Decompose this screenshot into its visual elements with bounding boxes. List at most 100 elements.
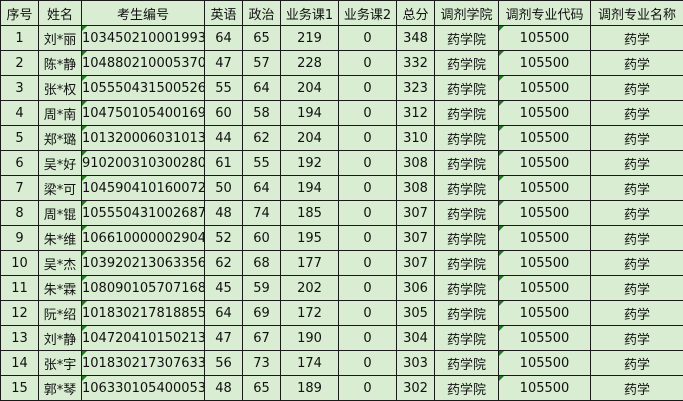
- header-politics[interactable]: 政治: [242, 0, 281, 26]
- cell-major-code[interactable]: 105500: [498, 250, 591, 276]
- cell-major-name[interactable]: 药学: [590, 125, 683, 151]
- cell-total[interactable]: 348: [396, 25, 435, 51]
- cell-subject1[interactable]: 219: [280, 25, 339, 51]
- cell-candidate-id[interactable]: 104590410160072: [81, 175, 205, 201]
- cell-major-code[interactable]: 105500: [498, 75, 591, 101]
- cell-english[interactable]: 48: [204, 200, 243, 226]
- cell-major-name[interactable]: 药学: [590, 250, 683, 276]
- cell-major-name[interactable]: 药学: [590, 225, 683, 251]
- cell-major-name[interactable]: 药学: [590, 50, 683, 76]
- cell-subject2[interactable]: 0: [338, 100, 397, 126]
- cell-candidate-id[interactable]: 105550431500526: [81, 75, 205, 101]
- cell-candidate-id[interactable]: 104750105400169: [81, 100, 205, 126]
- cell-index[interactable]: 5: [0, 125, 39, 151]
- cell-english[interactable]: 52: [204, 225, 243, 251]
- cell-subject1[interactable]: 204: [280, 75, 339, 101]
- cell-college[interactable]: 药学院: [434, 325, 499, 351]
- cell-index[interactable]: 12: [0, 300, 39, 326]
- cell-total[interactable]: 305: [396, 300, 435, 326]
- cell-major-code[interactable]: 105500: [498, 325, 591, 351]
- cell-subject1[interactable]: 195: [280, 225, 339, 251]
- cell-english[interactable]: 64: [204, 300, 243, 326]
- cell-name[interactable]: 张*权: [38, 75, 82, 101]
- cell-candidate-id[interactable]: 103920213063356: [81, 250, 205, 276]
- cell-english[interactable]: 48: [204, 375, 243, 401]
- cell-subject2[interactable]: 0: [338, 350, 397, 376]
- cell-major-code[interactable]: 105500: [498, 350, 591, 376]
- cell-total[interactable]: 307: [396, 200, 435, 226]
- cell-candidate-id[interactable]: 910200310300280: [81, 150, 205, 176]
- cell-major-code[interactable]: 105500: [498, 375, 591, 401]
- cell-subject1[interactable]: 190: [280, 325, 339, 351]
- cell-name[interactable]: 朱*霖: [38, 275, 82, 301]
- cell-major-name[interactable]: 药学: [590, 75, 683, 101]
- cell-candidate-id[interactable]: 101830217818855: [81, 300, 205, 326]
- cell-major-code[interactable]: 105500: [498, 300, 591, 326]
- cell-politics[interactable]: 62: [242, 125, 281, 151]
- cell-subject2[interactable]: 0: [338, 75, 397, 101]
- cell-subject1[interactable]: 202: [280, 275, 339, 301]
- cell-college[interactable]: 药学院: [434, 125, 499, 151]
- cell-total[interactable]: 303: [396, 350, 435, 376]
- cell-english[interactable]: 47: [204, 50, 243, 76]
- header-college[interactable]: 调剂学院: [434, 0, 499, 26]
- cell-english[interactable]: 47: [204, 325, 243, 351]
- header-major-code[interactable]: 调剂专业代码: [498, 0, 591, 26]
- cell-politics[interactable]: 55: [242, 150, 281, 176]
- cell-college[interactable]: 药学院: [434, 25, 499, 51]
- cell-major-name[interactable]: 药学: [590, 25, 683, 51]
- cell-index[interactable]: 10: [0, 250, 39, 276]
- cell-subject2[interactable]: 0: [338, 50, 397, 76]
- cell-name[interactable]: 周*锟: [38, 200, 82, 226]
- cell-college[interactable]: 药学院: [434, 225, 499, 251]
- cell-candidate-id[interactable]: 101830217307633: [81, 350, 205, 376]
- cell-subject2[interactable]: 0: [338, 375, 397, 401]
- cell-total[interactable]: 308: [396, 150, 435, 176]
- cell-index[interactable]: 3: [0, 75, 39, 101]
- header-candidate-id[interactable]: 考生编号: [81, 0, 205, 26]
- cell-major-code[interactable]: 105500: [498, 200, 591, 226]
- cell-major-name[interactable]: 药学: [590, 150, 683, 176]
- cell-politics[interactable]: 59: [242, 275, 281, 301]
- cell-english[interactable]: 56: [204, 350, 243, 376]
- cell-candidate-id[interactable]: 104720410150213: [81, 325, 205, 351]
- cell-subject2[interactable]: 0: [338, 175, 397, 201]
- cell-major-code[interactable]: 105500: [498, 175, 591, 201]
- cell-name[interactable]: 阮*绍: [38, 300, 82, 326]
- cell-total[interactable]: 304: [396, 325, 435, 351]
- cell-name[interactable]: 陈*静: [38, 50, 82, 76]
- cell-index[interactable]: 9: [0, 225, 39, 251]
- cell-subject2[interactable]: 0: [338, 250, 397, 276]
- cell-major-code[interactable]: 105500: [498, 150, 591, 176]
- cell-major-name[interactable]: 药学: [590, 100, 683, 126]
- cell-major-name[interactable]: 药学: [590, 375, 683, 401]
- cell-college[interactable]: 药学院: [434, 50, 499, 76]
- cell-college[interactable]: 药学院: [434, 200, 499, 226]
- header-name[interactable]: 姓名: [38, 0, 82, 26]
- cell-subject2[interactable]: 0: [338, 275, 397, 301]
- cell-politics[interactable]: 65: [242, 25, 281, 51]
- cell-politics[interactable]: 60: [242, 225, 281, 251]
- cell-name[interactable]: 梁*可: [38, 175, 82, 201]
- header-subject2[interactable]: 业务课2: [338, 0, 397, 26]
- cell-politics[interactable]: 73: [242, 350, 281, 376]
- cell-subject1[interactable]: 194: [280, 100, 339, 126]
- cell-english[interactable]: 64: [204, 25, 243, 51]
- cell-major-name[interactable]: 药学: [590, 300, 683, 326]
- cell-total[interactable]: 308: [396, 175, 435, 201]
- cell-name[interactable]: 刘*静: [38, 325, 82, 351]
- cell-college[interactable]: 药学院: [434, 300, 499, 326]
- cell-candidate-id[interactable]: 103450210001993: [81, 25, 205, 51]
- cell-politics[interactable]: 64: [242, 75, 281, 101]
- cell-name[interactable]: 张*宇: [38, 350, 82, 376]
- cell-college[interactable]: 药学院: [434, 250, 499, 276]
- cell-major-code[interactable]: 105500: [498, 225, 591, 251]
- cell-politics[interactable]: 64: [242, 175, 281, 201]
- cell-name[interactable]: 刘*丽: [38, 25, 82, 51]
- cell-total[interactable]: 332: [396, 50, 435, 76]
- cell-college[interactable]: 药学院: [434, 100, 499, 126]
- cell-index[interactable]: 15: [0, 375, 39, 401]
- cell-subject1[interactable]: 192: [280, 150, 339, 176]
- cell-english[interactable]: 60: [204, 100, 243, 126]
- cell-politics[interactable]: 69: [242, 300, 281, 326]
